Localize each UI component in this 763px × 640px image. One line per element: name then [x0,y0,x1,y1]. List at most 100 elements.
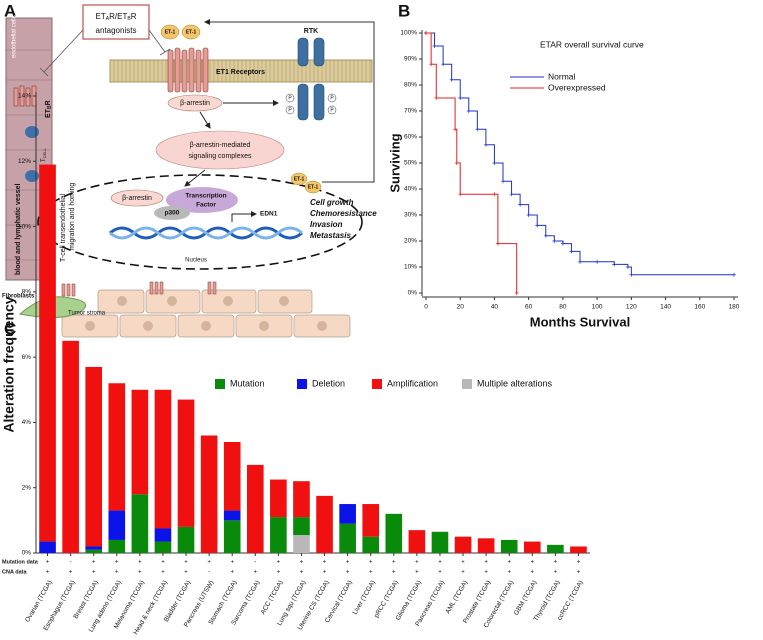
antagonist-text: ET [96,12,106,21]
x-tick-label: 140 [660,304,671,311]
row-value: + [438,570,442,576]
y-tick-label: 14% [18,93,31,100]
row-label: Mutation data [2,559,39,565]
censor-mark [509,192,514,197]
tcell-text: T [41,158,47,162]
row-value: - [254,560,256,566]
row-value: + [184,570,188,576]
y-tick-label: 2% [22,484,32,491]
tcell-sub: CELL [42,148,47,159]
arrestin-label: β-arrestin [122,195,152,202]
antagonist-text: R [131,12,137,21]
row-value: + [531,570,535,576]
complex-label: β-arrestin-mediated [190,142,251,149]
bar-segment [108,539,126,553]
etbr-text: ET [45,108,52,118]
bar-segment [131,389,149,495]
bar-segment [454,536,472,553]
stroma-receptors [61,281,217,297]
x-tick-label: 40 [491,304,499,311]
ligand-label: ET-1 [165,29,176,35]
legend-swatch [462,379,472,389]
row-value: + [138,560,142,566]
migration-label: T-cell transendothelial [60,193,67,262]
bar-segment [293,517,310,536]
row-value: + [507,560,511,566]
censor-mark [432,44,437,48]
row-value: + [92,570,96,576]
row-value: + [392,560,396,566]
row-value: + [115,560,119,566]
p300 [154,206,190,220]
antagonist-sub: A [106,16,110,22]
censor-mark [483,142,488,147]
y-axis-label: Alteration frequency [1,296,17,432]
row-value: + [461,570,465,576]
censor-mark [543,233,548,238]
bar-segment [177,526,195,553]
row-value: + [115,570,119,576]
row-value: + [554,570,558,576]
y-tick-label: 70% [404,108,417,115]
row-value: + [323,560,327,566]
censor-mark [492,192,497,197]
fibroblast-label: Fibroblasts [2,294,35,300]
bar-segment [223,510,241,521]
y-tick-label: 6% [22,354,32,361]
legend-swatch [372,379,382,389]
censor-mark [560,241,565,246]
ligand-label: ET-1 [294,176,305,182]
gene-label: EDN1 [260,211,278,218]
censor-mark [732,272,736,277]
row-value: + [254,570,258,576]
x-tick-label: 100 [592,304,603,311]
phospho-label: P [330,107,334,113]
censor-mark [424,31,428,35]
x-tick-label: 180 [729,304,740,311]
censor-mark [518,202,523,207]
y-tick-label: 90% [404,56,417,63]
censor-mark [501,179,505,184]
x-tick-label: ACC (TCGA) [260,579,285,615]
bar-segment [154,541,172,553]
arrow [231,211,257,222]
censor-mark [454,161,459,165]
diagram: A endothelial cells blood and lymphatic … [2,1,377,338]
row-label: CNA data [2,569,27,575]
outcome: Invasion [310,220,343,229]
arrestin-label: β-arrestin [180,100,210,107]
tf-label: Factor [196,202,216,209]
antagonist-text: R/ET [109,12,127,21]
arrow [199,111,211,129]
legend-label: Deletion [312,378,345,388]
phospho [285,93,337,115]
bar-segment [500,539,518,553]
bar-segment [177,399,195,527]
antagonist-sub: B [127,16,131,22]
y-tick-label: 80% [404,82,417,89]
tf [166,187,238,213]
censor-mark [449,77,454,82]
censor-mark [535,223,540,228]
y-tick-label: 10% [18,223,31,230]
x-tick-label: pRCC (TCGA) [373,579,400,619]
stroma-nuclei [85,296,327,331]
chart-title: ETAR overall survival curve [540,39,644,49]
censor-mark [595,259,600,264]
censor-mark [453,127,458,132]
legend-label: Overexpressed [548,82,606,92]
bar-segment [385,513,403,553]
nucleus-label: Nucleus [185,258,207,264]
outcome: Metastasis [310,231,351,240]
y-tick-label: 30% [404,212,417,219]
y-tick-label: 50% [404,160,417,167]
legend-label: Mutation [230,378,265,388]
x-tick-label: 120 [626,304,637,311]
vessel-label: blood and lymphatic vessel [15,184,22,275]
y-tick-label: 60% [404,134,417,141]
p300-label: p300 [165,210,180,217]
censor-mark [612,262,617,267]
rtk-label: RTK [304,28,318,35]
x-tick-label: 20 [457,304,465,311]
et1-receptor [167,47,209,93]
